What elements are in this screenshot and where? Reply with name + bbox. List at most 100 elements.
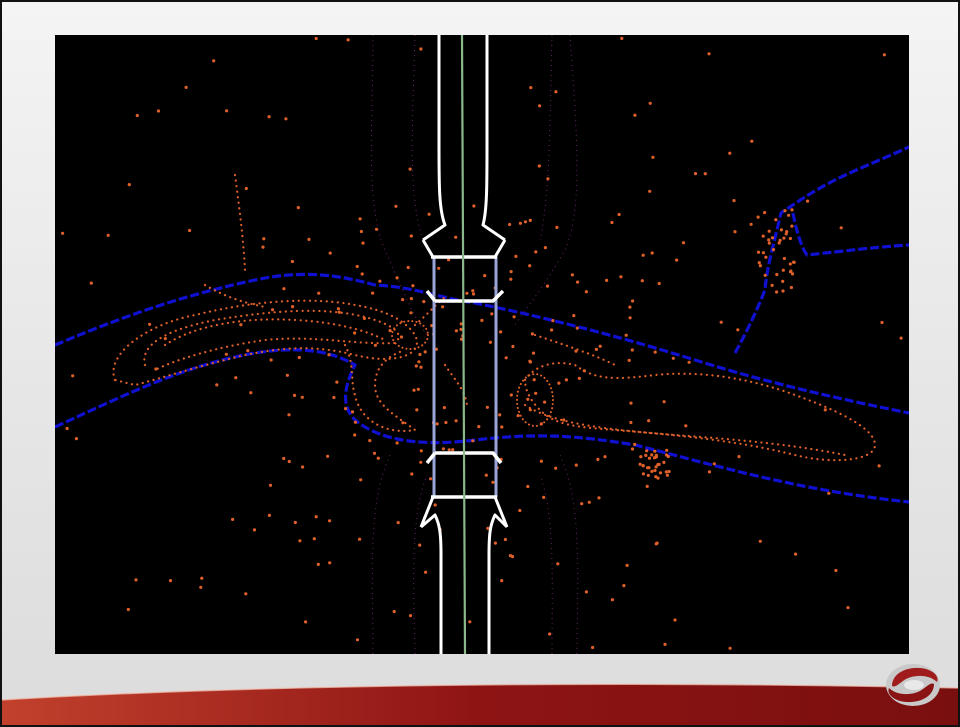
survey-point: [419, 460, 423, 464]
survey-point: [314, 515, 318, 519]
survey-point: [782, 236, 786, 240]
survey-point: [647, 466, 651, 470]
survey-point: [761, 251, 766, 255]
survey-point: [518, 221, 522, 225]
survey-point: [629, 401, 633, 405]
survey-point: [337, 310, 341, 314]
survey-point: [359, 478, 363, 482]
survey-point: [770, 236, 775, 240]
survey-point: [763, 273, 767, 277]
survey-point: [362, 316, 366, 320]
survey-point: [598, 344, 602, 348]
survey-point: [442, 406, 446, 410]
survey-point: [529, 86, 533, 90]
survey-point: [459, 337, 464, 341]
survey-point: [301, 465, 305, 469]
survey-point: [244, 186, 248, 191]
survey-point: [750, 139, 754, 143]
survey-point: [326, 454, 330, 458]
survey-point: [736, 328, 740, 332]
wing-south: [419, 496, 509, 528]
survey-point: [628, 316, 632, 320]
survey-point: [641, 472, 646, 476]
survey-point: [650, 453, 654, 457]
survey-point: [582, 369, 586, 373]
survey-point: [758, 264, 763, 268]
survey-point: [267, 115, 271, 119]
survey-point: [794, 552, 798, 556]
survey-point: [429, 477, 433, 481]
survey-point: [526, 397, 530, 401]
survey-point: [654, 453, 658, 457]
survey-point: [671, 356, 675, 360]
survey-point: [749, 222, 753, 226]
survey-point: [414, 364, 418, 368]
survey-point: [328, 519, 332, 523]
footer-swoosh: [0, 683, 960, 727]
survey-point: [392, 609, 396, 614]
survey-point: [633, 442, 637, 446]
survey-point: [332, 395, 336, 400]
survey-point: [758, 539, 762, 543]
survey-point: [640, 279, 644, 283]
survey-point: [530, 332, 534, 336]
survey-point: [781, 289, 785, 293]
survey-point: [687, 360, 691, 364]
survey-point: [409, 311, 413, 315]
survey-point: [353, 433, 357, 437]
survey-point: [317, 291, 321, 295]
survey-point: [790, 208, 794, 212]
survey-point: [628, 305, 632, 309]
survey-point: [639, 455, 643, 459]
survey-point: [684, 424, 688, 428]
survey-point: [454, 329, 458, 333]
survey-point: [673, 618, 677, 622]
survey-point: [572, 314, 576, 318]
survey-point: [314, 36, 318, 41]
survey-point: [653, 449, 657, 453]
survey-point: [775, 290, 779, 294]
survey-point: [767, 241, 771, 245]
survey-point: [728, 646, 732, 650]
survey-point: [154, 367, 158, 371]
survey-point: [500, 579, 504, 583]
survey-point: [537, 164, 541, 168]
survey-point: [296, 206, 300, 210]
survey-point: [756, 215, 760, 219]
survey-point: [378, 279, 382, 283]
survey-point: [657, 281, 661, 286]
survey-point: [327, 353, 331, 357]
survey-point: [882, 53, 887, 57]
survey-point: [733, 230, 737, 234]
survey-point: [415, 408, 419, 412]
survey-point: [454, 235, 458, 239]
survey-point: [127, 183, 131, 187]
survey-point: [418, 543, 422, 547]
survey-point: [435, 422, 439, 426]
survey-point: [168, 579, 173, 583]
survey-point: [543, 246, 547, 250]
survey-point: [778, 238, 782, 242]
survey-plot: [55, 35, 909, 654]
survey-point: [406, 265, 410, 270]
survey-point: [646, 473, 650, 477]
survey-point: [249, 391, 253, 395]
survey-point: [712, 462, 716, 466]
survey-point: [620, 36, 624, 40]
survey-point: [360, 272, 364, 276]
survey-points: [61, 36, 903, 650]
survey-point: [424, 570, 428, 574]
survey-point: [556, 562, 560, 566]
road-edge-south-east: [487, 513, 509, 654]
survey-point: [645, 484, 649, 488]
survey-point: [417, 360, 421, 364]
tributary-stream: [733, 145, 909, 354]
survey-point: [638, 462, 642, 466]
survey-point: [215, 383, 219, 387]
survey-point: [652, 456, 657, 460]
survey-point: [419, 449, 423, 453]
survey-point: [528, 359, 532, 363]
survey-point: [262, 237, 266, 241]
survey-point: [510, 555, 515, 559]
